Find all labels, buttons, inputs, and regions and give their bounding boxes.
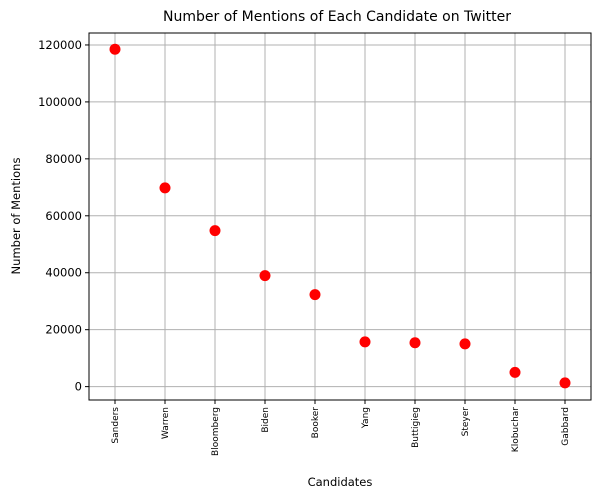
data-point-klobuchar (509, 366, 521, 378)
x-tick-label: Klobuchar (511, 407, 521, 452)
x-tick-label: Bloomberg (211, 407, 221, 456)
x-tick-label: Biden (261, 407, 271, 433)
data-point-steyer (459, 338, 471, 350)
y-tick-label: 20000 (45, 323, 82, 337)
x-tick-label: Yang (361, 407, 371, 429)
chart-title: Number of Mentions of Each Candidate on … (163, 9, 511, 25)
y-tick-label: 80000 (45, 152, 82, 166)
x-tick-label: Warren (161, 407, 171, 439)
x-axis-label: Candidates (308, 475, 373, 489)
x-tick-label: Gabbard (561, 407, 571, 446)
grid-lines (89, 33, 591, 400)
y-tick-label: 60000 (45, 209, 82, 223)
data-point-gabbard (559, 377, 571, 389)
data-point-warren (159, 182, 171, 194)
y-tick-label: 40000 (45, 266, 82, 280)
y-tick-label: 100000 (38, 95, 82, 109)
data-point-sanders (109, 43, 121, 55)
axis-ticks (85, 44, 566, 404)
data-point-yang (359, 336, 371, 348)
plot-frame (88, 32, 592, 401)
y-tick-label: 0 (75, 380, 82, 394)
x-tick-label: Buttigieg (411, 407, 421, 448)
data-points (109, 43, 571, 389)
data-point-bloomberg (209, 225, 221, 237)
x-tick-label: Booker (311, 407, 321, 439)
x-tick-label: Sanders (111, 407, 121, 444)
data-point-booker (309, 289, 321, 301)
data-point-buttigieg (409, 337, 421, 349)
x-tick-label: Steyer (461, 407, 471, 437)
data-point-biden (259, 270, 271, 282)
y-tick-label: 120000 (38, 38, 82, 52)
y-axis-label: Number of Mentions (9, 158, 23, 275)
